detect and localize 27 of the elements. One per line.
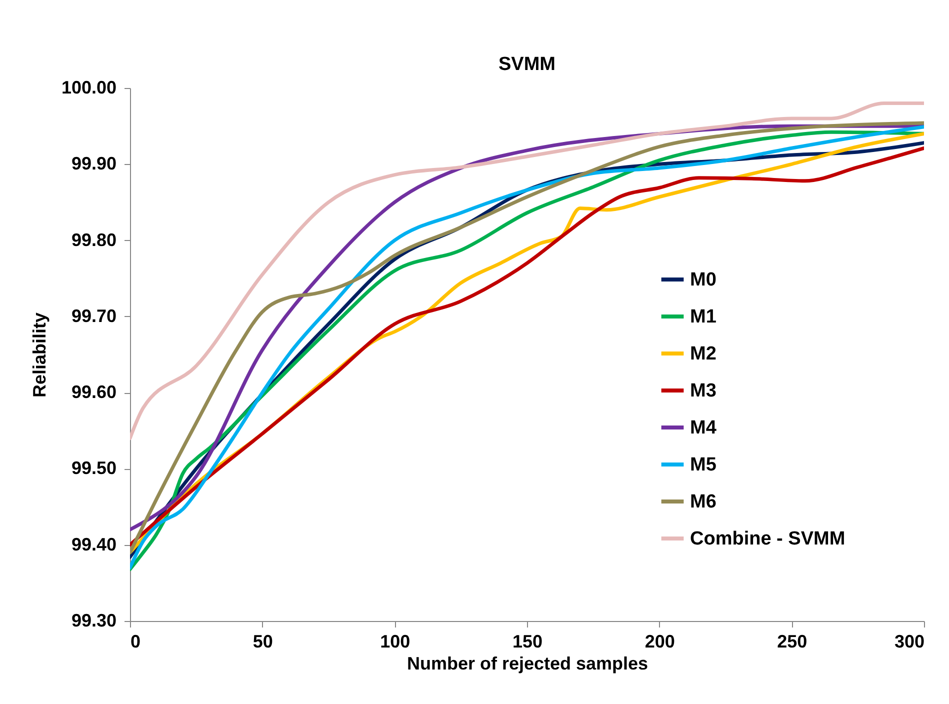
legend-label: M1 [690,306,717,328]
x-tick-label: 300 [894,632,924,652]
y-tick-label: 99.90 [71,154,116,174]
legend-label: M5 [690,454,717,476]
y-tick-label: 99.80 [71,230,116,250]
legend-label: M6 [690,492,716,512]
x-axis-title: Number of rejected samples [406,654,648,674]
y-tick-label: 99.60 [71,382,116,402]
x-tick-label: 200 [644,632,675,652]
legend-label: Combine - SVMM [690,528,846,550]
x-tick-label: 100 [380,632,410,652]
line-series [130,101,924,440]
x-tick-label: 50 [252,632,273,652]
x-tick-label: 250 [777,632,808,652]
y-axis-title: Reliability [29,312,50,398]
x-tick-label: 0 [130,632,141,652]
y-tick-label: 99.40 [71,534,116,554]
y-tick-label: 100.00 [61,78,116,98]
y-tick-label: 99.30 [71,610,116,630]
legend-label: M3 [690,380,716,402]
y-tick-label: 99.50 [71,458,116,478]
legend-label: M2 [690,344,716,364]
legend-label: M0 [690,270,716,290]
y-tick-label: 99.70 [71,306,116,326]
x-tick-label: 150 [512,632,543,652]
chart-title: SVMM [498,54,556,75]
legend-label: M4 [690,418,717,438]
